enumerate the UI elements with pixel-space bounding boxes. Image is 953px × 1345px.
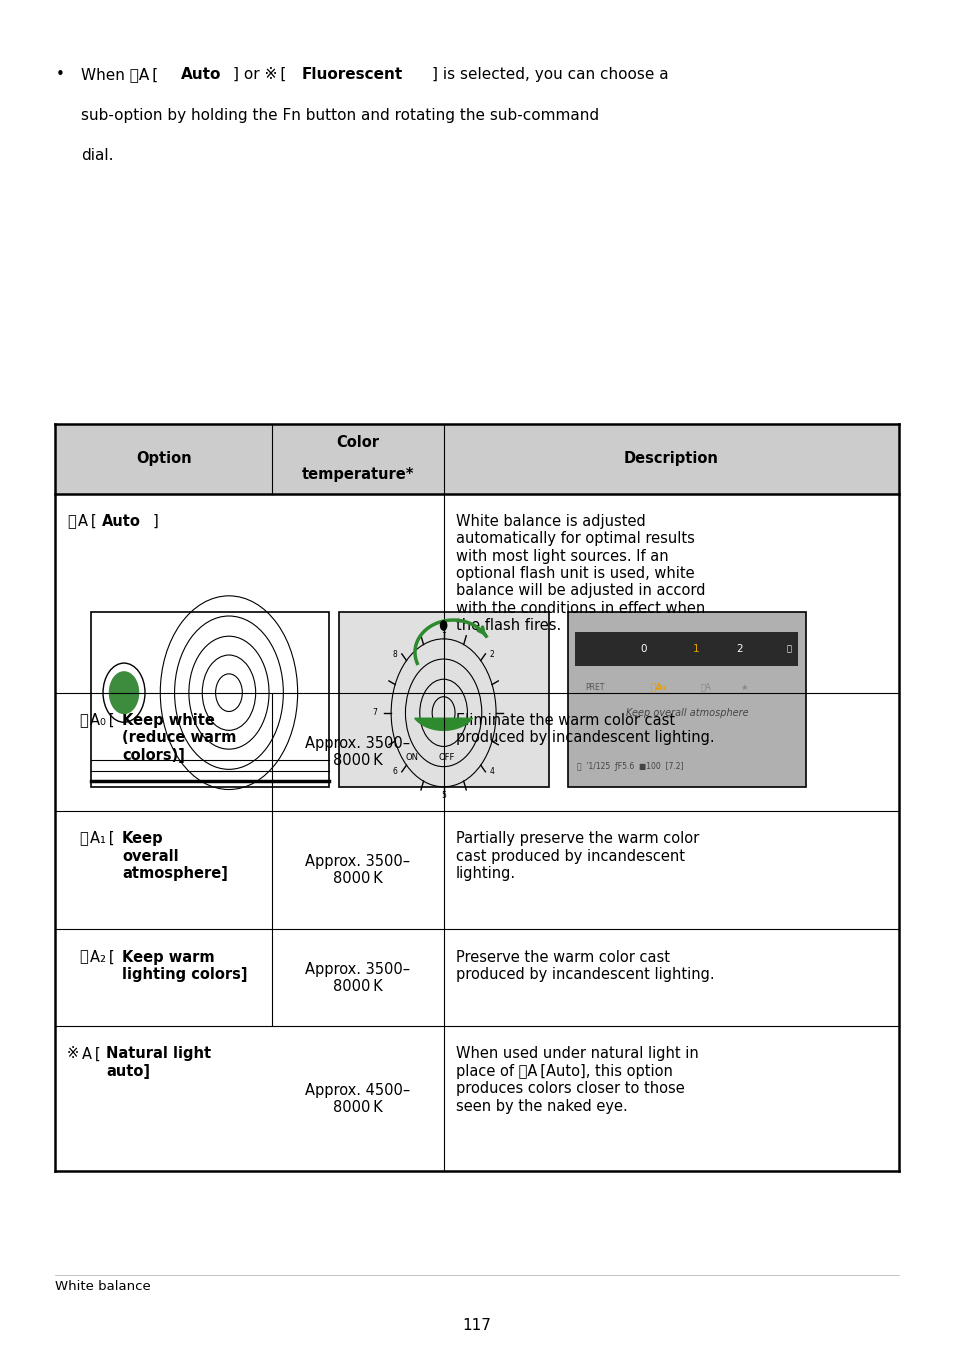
Circle shape	[109, 671, 139, 714]
Text: ] is selected, you can choose a: ] is selected, you can choose a	[432, 67, 668, 82]
Text: Ⓑ  '1/125  ƒF5.6  ■100  [7.2]: Ⓑ '1/125 ƒF5.6 ■100 [7.2]	[577, 763, 683, 771]
Text: ⒷA₁: ⒷA₁	[649, 683, 666, 691]
Text: 2: 2	[736, 644, 741, 654]
Text: Keep overall atmosphere: Keep overall atmosphere	[625, 707, 747, 718]
Text: A [: A [	[82, 1046, 101, 1061]
Text: Natural light
auto]: Natural light auto]	[107, 1046, 212, 1079]
Text: 8: 8	[393, 650, 397, 659]
Text: 7: 7	[372, 709, 377, 717]
Text: Fluorescent: Fluorescent	[301, 67, 402, 82]
Text: 5: 5	[440, 791, 446, 800]
Text: Ⓑ: Ⓑ	[79, 713, 88, 728]
Bar	[91, 612, 329, 787]
Text: 1: 1	[441, 625, 445, 635]
Text: White balance: White balance	[55, 1280, 151, 1294]
Text: Color: Color	[335, 434, 379, 451]
Text: Auto: Auto	[102, 514, 141, 529]
Text: PRET: PRET	[584, 683, 603, 691]
Text: Ⓑ: Ⓑ	[785, 644, 791, 654]
Text: OFF: OFF	[438, 753, 455, 761]
Text: Keep white
(reduce warm
colors)]: Keep white (reduce warm colors)]	[122, 713, 236, 763]
Text: A₀ [: A₀ [	[91, 713, 115, 728]
Bar	[567, 612, 805, 787]
Text: 0: 0	[640, 644, 646, 654]
Text: When ⒷA [: When ⒷA [	[81, 67, 158, 82]
Text: sub-option by holding the Fn button and rotating the sub-command: sub-option by holding the Fn button and …	[81, 108, 598, 122]
Bar	[338, 612, 548, 787]
Text: temperature*: temperature*	[301, 467, 414, 483]
Bar	[55, 424, 898, 494]
Text: A₁ [: A₁ [	[91, 831, 115, 846]
Text: dial.: dial.	[81, 148, 113, 163]
Text: 6: 6	[393, 767, 397, 776]
Text: Approx. 3500–
8000 K: Approx. 3500– 8000 K	[305, 854, 410, 886]
Text: White balance is adjusted
automatically for optimal results
with most light sour: White balance is adjusted automatically …	[456, 514, 705, 633]
Text: Preserve the warm color cast
produced by incandescent lighting.: Preserve the warm color cast produced by…	[456, 950, 714, 982]
Text: ★: ★	[740, 683, 747, 691]
Bar	[575, 632, 798, 666]
Text: Partially preserve the warm color
cast produced by incandescent
lighting.: Partially preserve the warm color cast p…	[456, 831, 699, 881]
Text: Eliminate the warm color cast
produced by incandescent lighting.: Eliminate the warm color cast produced b…	[456, 713, 714, 745]
Text: Keep warm
lighting colors]: Keep warm lighting colors]	[122, 950, 248, 982]
Text: ON: ON	[405, 753, 418, 761]
Text: Approx. 3500–
8000 K: Approx. 3500– 8000 K	[305, 962, 410, 994]
Text: Approx. 4500–
8000 K: Approx. 4500– 8000 K	[305, 1083, 410, 1115]
Text: Auto: Auto	[180, 67, 221, 82]
Text: 4: 4	[489, 767, 494, 776]
Text: Ⓑ: Ⓑ	[79, 831, 88, 846]
Text: ]: ]	[152, 514, 158, 529]
Text: ※: ※	[67, 1046, 79, 1061]
Text: Ⓑ: Ⓑ	[67, 514, 75, 529]
Text: 117: 117	[462, 1318, 491, 1333]
Text: Approx. 3500–
8000 K: Approx. 3500– 8000 K	[305, 736, 410, 768]
Text: A₂ [: A₂ [	[91, 950, 115, 964]
Polygon shape	[415, 718, 472, 730]
Text: •: •	[55, 67, 64, 82]
Text: Description: Description	[623, 451, 718, 467]
Text: When used under natural light in
place of ⒷA [Auto], this option
produces colors: When used under natural light in place o…	[456, 1046, 698, 1114]
Text: Keep
overall
atmosphere]: Keep overall atmosphere]	[122, 831, 228, 881]
Text: 1: 1	[693, 644, 699, 654]
Text: A [: A [	[78, 514, 96, 529]
Text: Option: Option	[135, 451, 192, 467]
Text: 2: 2	[489, 650, 494, 659]
Text: ] or ※ [: ] or ※ [	[233, 67, 286, 82]
Text: Ⓑ: Ⓑ	[79, 950, 88, 964]
Text: ⒷA: ⒷA	[700, 683, 711, 691]
Circle shape	[439, 620, 447, 631]
